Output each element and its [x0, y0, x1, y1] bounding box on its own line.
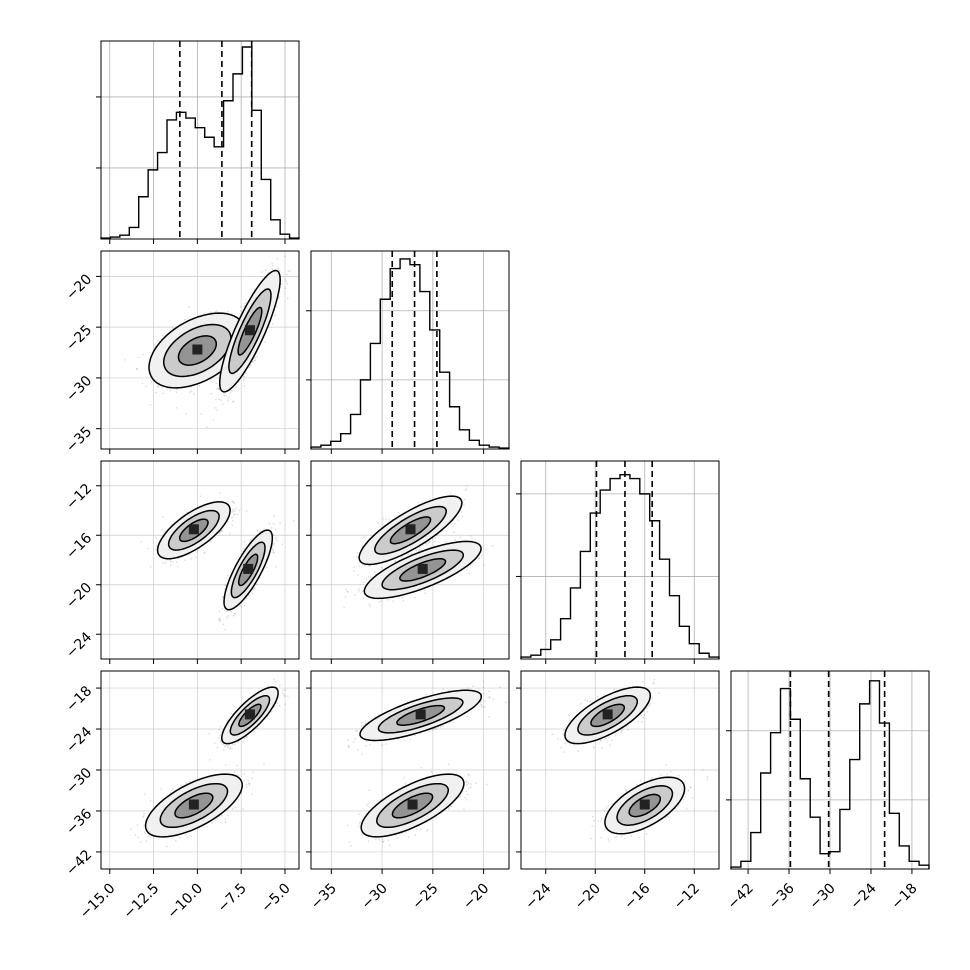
panel-frame — [100, 250, 300, 450]
density-peak — [405, 524, 416, 535]
histogram-bars — [310, 258, 510, 449]
x-tick-label: −5.0 — [258, 880, 293, 915]
y-tick-label: −24 — [63, 629, 95, 661]
x-tick-label: −24 — [522, 880, 554, 912]
density-peak — [188, 799, 199, 810]
pair-panel-3-1 — [306, 670, 510, 874]
y-tick-label: −24 — [63, 724, 95, 756]
density-peak — [244, 709, 255, 720]
x-tick-label: −12.5 — [121, 880, 163, 922]
y-tick-label: −36 — [63, 806, 95, 838]
y-tick-label: −18 — [63, 683, 95, 715]
x-tick-label: −35 — [308, 880, 340, 912]
x-tick-label: −24 — [848, 880, 880, 912]
histogram-bars — [100, 46, 300, 239]
density-peak — [192, 344, 203, 355]
density-peak — [639, 799, 650, 810]
y-tick-label: −20 — [63, 580, 95, 612]
histogram-bars — [520, 473, 720, 659]
diagonal-panel-2 — [516, 460, 720, 664]
y-tick-label: −25 — [63, 322, 95, 354]
x-tick-label: −30 — [807, 880, 839, 912]
y-tick-label: −35 — [63, 424, 95, 456]
diagonal-panel-1 — [306, 250, 510, 454]
panel-frame — [100, 40, 300, 240]
x-tick-label: −18 — [888, 880, 920, 912]
panel-frame — [100, 460, 300, 660]
panel-content — [521, 671, 719, 869]
panel-frame — [310, 460, 510, 660]
pair-panel-2-1 — [306, 460, 510, 664]
density-peak — [188, 524, 199, 535]
x-tick-label: −10.0 — [164, 880, 206, 922]
panel-content — [101, 251, 299, 449]
x-tick-label: −42 — [725, 880, 757, 912]
panel-content — [311, 461, 509, 659]
density-peak — [415, 709, 426, 720]
y-tick-label: −30 — [63, 373, 95, 405]
x-tick-label: −36 — [766, 880, 798, 912]
y-tick-label: −20 — [63, 271, 95, 303]
panel-frame — [310, 250, 510, 450]
x-tick-label: −12 — [671, 880, 703, 912]
x-tick-label: −16 — [621, 880, 653, 912]
y-tick-label: −12 — [63, 481, 95, 513]
x-tick-label: −25 — [409, 880, 441, 912]
x-tick-label: −7.5 — [215, 880, 250, 915]
y-tick-label: −42 — [63, 847, 95, 879]
x-tick-label: −20 — [572, 880, 604, 912]
x-tick-label: −30 — [359, 880, 391, 912]
panel-content — [311, 671, 509, 869]
panel-frame — [520, 460, 720, 660]
panel-content — [101, 461, 299, 659]
panel-content — [101, 671, 299, 869]
pair-panel-2-0 — [96, 460, 300, 664]
diagonal-panel-3 — [726, 670, 930, 874]
x-tick-label: −15.0 — [77, 880, 119, 922]
y-tick-label: −16 — [63, 530, 95, 562]
density-peak — [417, 563, 428, 574]
pair-panel-3-2 — [516, 670, 720, 874]
x-tick-label: −20 — [460, 880, 492, 912]
density-peak — [244, 325, 255, 336]
density-peak — [243, 563, 254, 574]
density-peak — [407, 799, 418, 810]
density-peak — [602, 709, 613, 720]
pair-panel-3-0 — [96, 670, 300, 874]
histogram-bars — [730, 680, 930, 869]
pair-panel-1-0 — [96, 250, 300, 454]
diagonal-panel-0 — [96, 40, 300, 244]
y-tick-label: −30 — [63, 765, 95, 797]
